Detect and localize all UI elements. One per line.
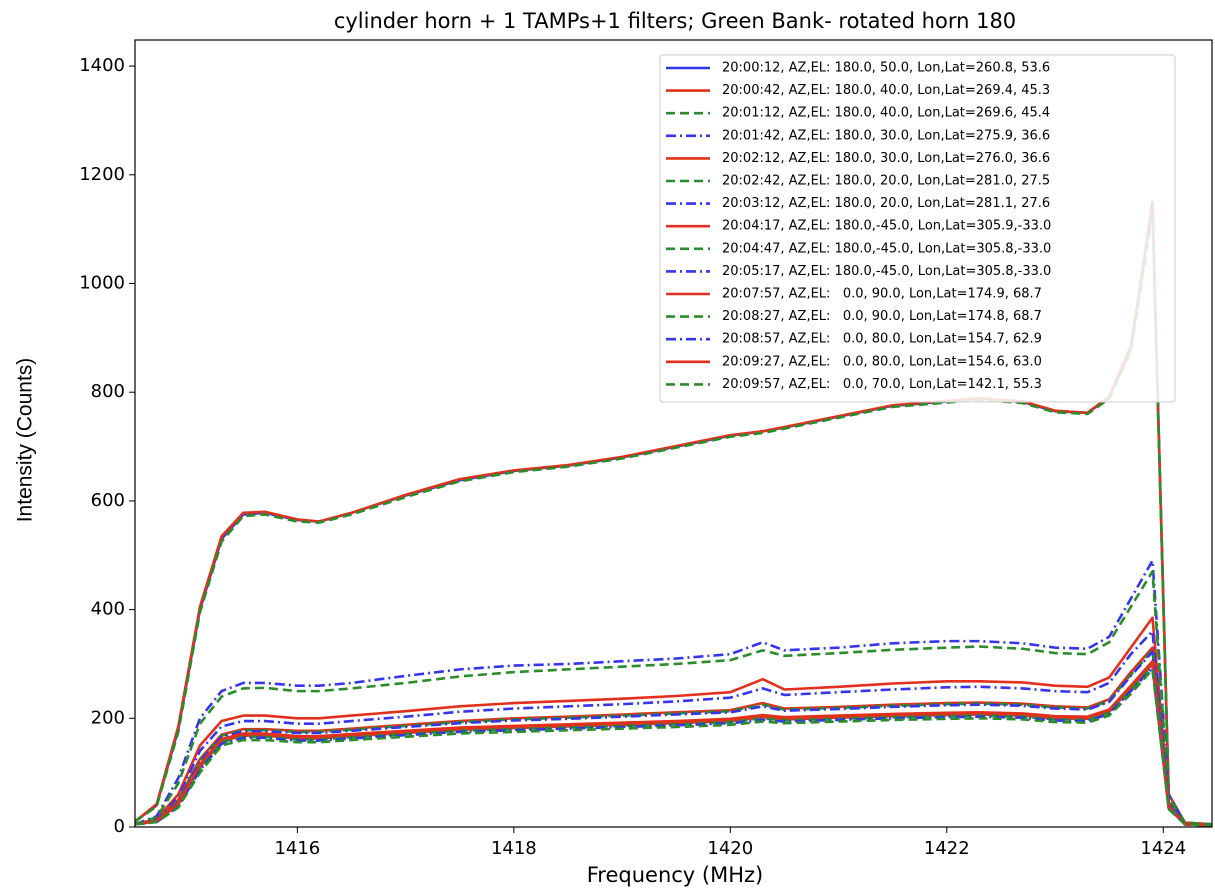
legend-label: 20:09:57, AZ,EL: 0.0, 70.0, Lon,Lat=142.…	[722, 377, 1042, 392]
lines	[135, 200, 1212, 827]
series-line	[135, 616, 1212, 827]
legend-label: 20:01:42, AZ,EL: 180.0, 30.0, Lon,Lat=27…	[722, 128, 1050, 143]
series-line	[135, 668, 1212, 827]
y-tick-label: 1400	[79, 55, 125, 76]
series-line	[135, 630, 1212, 827]
y-tick-label: 600	[91, 490, 125, 511]
series-line	[135, 211, 1212, 826]
y-tick-label: 1200	[79, 164, 125, 185]
y-tick-label: 200	[91, 707, 125, 728]
series-line	[135, 559, 1212, 827]
legend-label: 20:03:12, AZ,EL: 180.0, 20.0, Lon,Lat=28…	[722, 196, 1050, 211]
legend-label: 20:00:12, AZ,EL: 180.0, 50.0, Lon,Lat=26…	[722, 61, 1050, 76]
y-axis-label: Intensity (Counts)	[14, 358, 37, 523]
x-tick-label: 1424	[1140, 838, 1186, 859]
legend-box	[659, 54, 1176, 403]
legend-label: 20:02:42, AZ,EL: 180.0, 20.0, Lon,Lat=28…	[722, 174, 1050, 189]
y-tick-label: 0	[114, 816, 125, 837]
legend-label: 20:09:27, AZ,EL: 0.0, 80.0, Lon,Lat=154.…	[722, 354, 1042, 369]
y-tick-label: 400	[91, 599, 125, 620]
series-line	[135, 659, 1212, 827]
legend-label: 20:08:27, AZ,EL: 0.0, 90.0, Lon,Lat=174.…	[722, 309, 1042, 324]
x-tick-label: 1416	[274, 838, 320, 859]
legend-label: 20:04:47, AZ,EL: 180.0,-45.0, Lon,Lat=30…	[722, 241, 1051, 256]
legend-label: 20:02:12, AZ,EL: 180.0, 30.0, Lon,Lat=27…	[722, 151, 1050, 166]
y-tick-label: 1000	[79, 272, 125, 293]
chart-title: cylinder horn + 1 TAMPs+1 filters; Green…	[334, 9, 1016, 33]
x-axis-label: Frequency (MHz)	[587, 863, 763, 887]
y-tick-label: 800	[91, 381, 125, 402]
x-tick-label: 1420	[707, 838, 753, 859]
legend-label: 20:04:17, AZ,EL: 180.0,-45.0, Lon,Lat=30…	[722, 219, 1051, 234]
x-tick-label: 1422	[924, 838, 970, 859]
series-line	[135, 570, 1212, 827]
x-tick-label: 1418	[491, 838, 537, 859]
plot-frame	[134, 39, 1213, 828]
legend-label: 20:00:42, AZ,EL: 180.0, 40.0, Lon,Lat=26…	[722, 83, 1050, 98]
series-line	[135, 650, 1212, 827]
legend-label: 20:07:57, AZ,EL: 0.0, 90.0, Lon,Lat=174.…	[722, 287, 1042, 302]
legend-label: 20:05:17, AZ,EL: 180.0,-45.0, Lon,Lat=30…	[722, 264, 1051, 279]
legend-label: 20:08:57, AZ,EL: 0.0, 80.0, Lon,Lat=154.…	[722, 332, 1042, 347]
legend-label: 20:01:12, AZ,EL: 180.0, 40.0, Lon,Lat=26…	[722, 106, 1050, 121]
series-line	[135, 666, 1212, 827]
